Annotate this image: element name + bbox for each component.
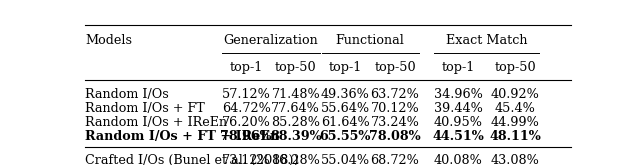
Text: 45.4%: 45.4% (495, 102, 536, 115)
Text: Crafted I/Os (Bunel et al. (2018)): Crafted I/Os (Bunel et al. (2018)) (85, 154, 299, 165)
Text: 85.28%: 85.28% (271, 115, 320, 129)
Text: 57.12%: 57.12% (221, 88, 271, 101)
Text: top-1: top-1 (230, 61, 263, 74)
Text: 71.48%: 71.48% (271, 88, 320, 101)
Text: 40.95%: 40.95% (433, 115, 483, 129)
Text: top-50: top-50 (495, 61, 536, 74)
Text: Random I/Os: Random I/Os (85, 88, 169, 101)
Text: 40.08%: 40.08% (433, 154, 483, 165)
Text: Random I/Os + FT + IReEn: Random I/Os + FT + IReEn (85, 130, 279, 143)
Text: 65.55%: 65.55% (319, 130, 371, 143)
Text: 78.96%: 78.96% (220, 130, 272, 143)
Text: top-50: top-50 (275, 61, 317, 74)
Text: 34.96%: 34.96% (433, 88, 483, 101)
Text: 76.20%: 76.20% (221, 115, 271, 129)
Text: 73.24%: 73.24% (371, 115, 419, 129)
Text: Functional: Functional (336, 34, 404, 47)
Text: Generalization: Generalization (223, 34, 318, 47)
Text: top-1: top-1 (329, 61, 362, 74)
Text: 44.99%: 44.99% (491, 115, 540, 129)
Text: 77.64%: 77.64% (271, 102, 320, 115)
Text: 39.44%: 39.44% (433, 102, 483, 115)
Text: 44.51%: 44.51% (432, 130, 484, 143)
Text: 68.72%: 68.72% (371, 154, 419, 165)
Text: 78.08%: 78.08% (369, 130, 420, 143)
Text: 73.12%: 73.12% (222, 154, 271, 165)
Text: 64.72%: 64.72% (221, 102, 271, 115)
Text: 70.12%: 70.12% (371, 102, 419, 115)
Text: 61.64%: 61.64% (321, 115, 370, 129)
Text: 49.36%: 49.36% (321, 88, 370, 101)
Text: Random I/Os + IReEn: Random I/Os + IReEn (85, 115, 227, 129)
Text: 55.64%: 55.64% (321, 102, 370, 115)
Text: 55.04%: 55.04% (321, 154, 370, 165)
Text: Exact Match: Exact Match (446, 34, 527, 47)
Text: 86.28%: 86.28% (271, 154, 320, 165)
Text: top-50: top-50 (374, 61, 416, 74)
Text: 40.92%: 40.92% (491, 88, 540, 101)
Text: 48.11%: 48.11% (490, 130, 541, 143)
Text: 63.72%: 63.72% (371, 88, 419, 101)
Text: Models: Models (85, 34, 132, 47)
Text: 88.39%: 88.39% (270, 130, 321, 143)
Text: top-1: top-1 (442, 61, 475, 74)
Text: Random I/Os + FT: Random I/Os + FT (85, 102, 205, 115)
Text: 43.08%: 43.08% (491, 154, 540, 165)
